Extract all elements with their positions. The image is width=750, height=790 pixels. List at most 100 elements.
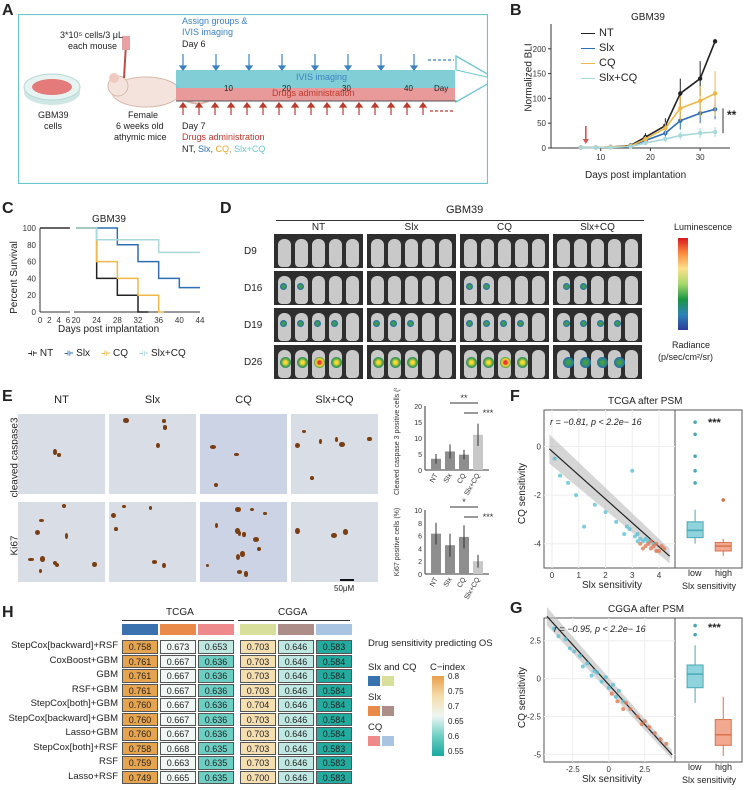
point-high: [615, 699, 620, 704]
mouse-silhouette: [532, 313, 545, 341]
bli-signal: [331, 320, 338, 327]
e-bar: [459, 536, 469, 574]
heatmap-cell: 0.583: [316, 741, 352, 755]
stained-cell: [367, 436, 372, 442]
heatmap-cell: 0.703: [240, 669, 276, 683]
stained-cell: [263, 511, 267, 515]
xtick-label: 1: [577, 571, 582, 580]
c-survival-curve-3: [76, 227, 200, 254]
c-survival-curve-0: [76, 227, 149, 313]
stained-cell: [343, 529, 349, 535]
legend-b-nt: NT: [581, 26, 637, 41]
mouse-silhouette: [532, 239, 545, 267]
panel-g-sig: ***: [708, 622, 721, 634]
legend-title-h: Drug sensitivity predicting OS: [368, 638, 493, 649]
legend-cq-swatch-1: [368, 736, 380, 746]
mouse-silhouette: [312, 239, 325, 267]
b-point: [593, 145, 598, 150]
heatmap-row-label: RSF+GBM: [71, 683, 118, 695]
e-bar: [473, 434, 483, 470]
point-low: [606, 685, 611, 690]
point-low: [566, 480, 571, 485]
e-xtick-label: CQ: [456, 576, 468, 589]
point-high: [648, 539, 653, 544]
point-low: [574, 493, 579, 498]
conf-band: [546, 607, 673, 760]
histology-image: [291, 414, 378, 494]
ivis-image: [553, 345, 642, 379]
ivis-row-0: D9: [244, 246, 257, 257]
e-sig-1: **: [460, 393, 468, 403]
stained-cell: [236, 553, 241, 560]
panel-c: C GBM39 0 20 40 60 80 100 0 2 4 6 20 24 28 32 36 40 44 P…: [0, 200, 210, 380]
mouse-silhouette: [405, 313, 418, 341]
e-xtick-label: NT: [429, 576, 440, 588]
stained-cell: [148, 505, 153, 511]
mouse-silhouette: [439, 239, 452, 267]
mouse-silhouette: [625, 276, 638, 304]
bli-signal: [483, 283, 490, 290]
mouse-silhouette: [422, 313, 435, 341]
tick-30: 30: [342, 84, 351, 93]
point-low: [572, 649, 577, 654]
stained-cell: [331, 533, 337, 539]
assign-label-2: IVIS imaging: [182, 27, 234, 37]
heatmap-cell: 0.703: [240, 640, 276, 654]
heatmap-row-label: Lasso+GBM: [65, 727, 118, 738]
legend-cq: CQ: [368, 722, 383, 733]
fit-line: [546, 615, 673, 756]
stained-cell: [235, 528, 240, 535]
heatmap-cell: 0.703: [240, 654, 276, 668]
heatmap-row-label: StepCox[both]+GBM: [30, 698, 118, 709]
bli-signal: [280, 357, 291, 368]
xtick-label: 3: [630, 571, 635, 580]
heatmap-cell: 0.646: [278, 756, 314, 770]
stained-cell: [339, 442, 345, 448]
point-low: [592, 502, 597, 507]
b-point: [678, 106, 683, 111]
ivis-image: [460, 345, 549, 379]
heatmap-cell: 0.646: [278, 712, 314, 726]
panel-b-sig: **: [727, 108, 737, 122]
b-point: [678, 133, 683, 138]
point-low: [582, 524, 587, 529]
heatmap-cell: 0.583: [316, 756, 352, 770]
ivis-image: [274, 308, 363, 342]
ivis-image: [367, 271, 456, 305]
histology-image: [200, 414, 287, 494]
heatmap-cell: 0.636: [198, 683, 234, 697]
box-frame: [674, 617, 743, 763]
heatmap-cell: 0.584: [316, 698, 352, 712]
heatmap-cell: 0.759: [122, 756, 158, 770]
group-nt: NT,: [182, 144, 196, 154]
bli-signal: [466, 283, 473, 290]
panel-f-ylabel: CQ sensitivity: [517, 462, 529, 525]
point-high: [648, 546, 653, 551]
c-ytick-label: 0: [32, 308, 37, 317]
heatmap-cell: 0.636: [198, 698, 234, 712]
heatmap-cell: 0.760: [122, 698, 158, 712]
histology-image: [109, 502, 196, 582]
stained-cell: [214, 523, 218, 529]
mouse-silhouette: [295, 313, 308, 341]
panel-label-b: B: [510, 2, 522, 19]
ivis-image: [460, 271, 549, 305]
panel-b-title: GBM39: [631, 12, 665, 23]
ytick-label: 0: [537, 442, 542, 451]
heatmap-cell: 0.646: [278, 640, 314, 654]
bli-signal: [407, 357, 418, 368]
panel-f-box-low: low: [688, 568, 702, 578]
bli-signal: [580, 357, 591, 368]
radiance-1: Radiance: [672, 340, 711, 350]
mouse-silhouette: [608, 239, 621, 267]
assign-label-1: Assign groups &: [182, 16, 248, 26]
b-point: [628, 144, 633, 149]
panel-a-frame: [18, 14, 488, 184]
e-bar: [459, 454, 469, 470]
panel-b-ylabel: Normalized BLI: [523, 43, 535, 112]
point-low: [603, 675, 608, 680]
e-ylabel: Cleaved caspase 3 positive cells (%): [394, 388, 401, 495]
legend-slx-swatch-1: [368, 706, 380, 716]
bli-signal: [390, 320, 397, 327]
heatmap-cell: 0.668: [160, 741, 196, 755]
